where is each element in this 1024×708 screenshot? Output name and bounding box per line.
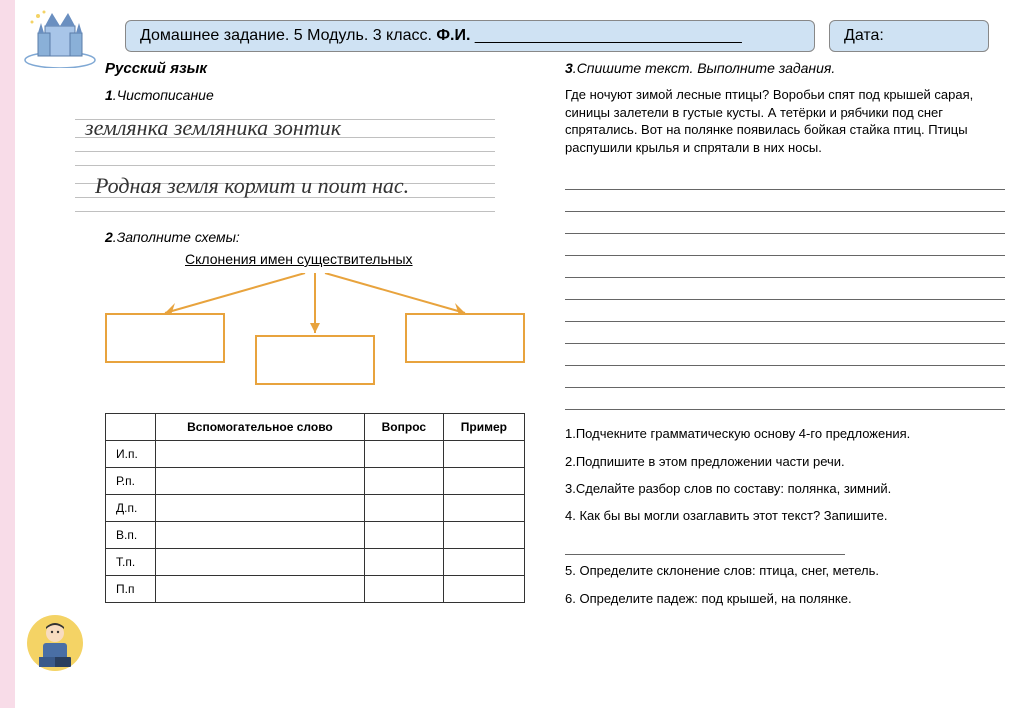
case-label: В.п. — [106, 522, 156, 549]
table-row: И.п. — [106, 441, 525, 468]
cell[interactable] — [156, 576, 365, 603]
cell[interactable] — [364, 549, 443, 576]
task2-label: 2.Заполните схемы: — [105, 229, 545, 245]
write-line[interactable] — [565, 234, 1005, 256]
right-column: 3.Спишите текст. Выполните задания. Где … — [565, 60, 1005, 614]
castle-icon — [20, 8, 100, 68]
cell[interactable] — [156, 549, 365, 576]
write-line[interactable] — [565, 300, 1005, 322]
subtask: 3.Сделайте разбор слов по составу: полян… — [565, 477, 1005, 500]
table-row: Д.п. — [106, 495, 525, 522]
cases-tbody: И.п.Р.п.Д.п.В.п.Т.п.П.п — [106, 441, 525, 603]
case-label: Т.п. — [106, 549, 156, 576]
cell[interactable] — [443, 576, 524, 603]
write-line[interactable] — [565, 388, 1005, 410]
task3-num: 3 — [565, 60, 573, 76]
date-label: Дата: — [844, 27, 884, 44]
task3-label: Спишите текст. Выполните задания. — [577, 60, 836, 76]
cell[interactable] — [364, 522, 443, 549]
scheme-box-3[interactable] — [405, 313, 525, 363]
cell[interactable] — [156, 522, 365, 549]
scheme-diagram — [105, 273, 535, 403]
task3-title: 3.Спишите текст. Выполните задания. — [565, 60, 1005, 76]
write-line[interactable] — [565, 212, 1005, 234]
cell[interactable] — [364, 576, 443, 603]
task2-num: 2 — [105, 229, 113, 245]
scheme-title: Склонения имен существительных — [185, 251, 545, 267]
case-label: Р.п. — [106, 468, 156, 495]
subject-title: Русский язык — [105, 60, 545, 77]
fi-label: Ф.И. — [436, 27, 470, 44]
answer-line[interactable] — [565, 554, 845, 555]
write-line[interactable] — [565, 366, 1005, 388]
th-2: Вопрос — [364, 414, 443, 441]
table-row: П.п — [106, 576, 525, 603]
student-icon — [25, 613, 85, 678]
write-lines — [565, 168, 1005, 410]
cell[interactable] — [156, 468, 365, 495]
subtask: 4. Как бы вы могли озаглавить этот текст… — [565, 504, 1005, 527]
subtask: 2.Подпишите в этом предложении части реч… — [565, 450, 1005, 473]
header-row: Домашнее задание. 5 Модуль. 3 класс. Ф.И… — [125, 20, 989, 52]
th-0 — [106, 414, 156, 441]
table-row: В.п. — [106, 522, 525, 549]
cell[interactable] — [443, 549, 524, 576]
cell[interactable] — [364, 441, 443, 468]
subtask: 5. Определите склонение слов: птица, сне… — [565, 559, 1005, 582]
scheme-box-2[interactable] — [255, 335, 375, 385]
handwriting-block: землянка земляника зонтик Родная земля к… — [75, 109, 495, 219]
write-line[interactable] — [565, 190, 1005, 212]
write-line[interactable] — [565, 322, 1005, 344]
task1-label: 1.Чистописание — [105, 87, 545, 103]
write-line[interactable] — [565, 256, 1005, 278]
cell[interactable] — [156, 441, 365, 468]
fi-blank: ______________________________ — [475, 27, 742, 44]
cell[interactable] — [443, 495, 524, 522]
subtask: 1.Подчекните грамматическую основу 4-го … — [565, 422, 1005, 445]
handwriting-line1: землянка земляника зонтик — [85, 115, 341, 141]
cell[interactable] — [443, 468, 524, 495]
table-row: Р.п. — [106, 468, 525, 495]
th-1: Вспомогательное слово — [156, 414, 365, 441]
cell[interactable] — [364, 495, 443, 522]
case-label: П.п — [106, 576, 156, 603]
write-line[interactable] — [565, 168, 1005, 190]
th-3: Пример — [443, 414, 524, 441]
task2-text: Заполните схемы: — [117, 229, 240, 245]
cases-table: Вспомогательное слово Вопрос Пример И.п.… — [105, 413, 525, 603]
subtasks: 1.Подчекните грамматическую основу 4-го … — [565, 422, 1005, 610]
content: Русский язык 1.Чистописание землянка зем… — [105, 60, 1005, 614]
cell[interactable] — [443, 522, 524, 549]
handwriting-line2: Родная земля кормит и поит нас. — [95, 173, 409, 199]
subtask: 6. Определите падеж: под крышей, на поля… — [565, 587, 1005, 610]
cell[interactable] — [443, 441, 524, 468]
table-row: Т.п. — [106, 549, 525, 576]
task1-text: Чистописание — [117, 87, 214, 103]
left-stripe — [0, 0, 15, 708]
left-column: Русский язык 1.Чистописание землянка зем… — [105, 60, 545, 614]
task1-num: 1 — [105, 87, 113, 103]
title-text: Домашнее задание. 5 Модуль. 3 класс. — [140, 27, 436, 44]
date-box: Дата: — [829, 20, 989, 52]
case-label: Д.п. — [106, 495, 156, 522]
scheme-box-1[interactable] — [105, 313, 225, 363]
cell[interactable] — [364, 468, 443, 495]
task3-text: Где ночуют зимой лесные птицы? Воробьи с… — [565, 86, 1005, 156]
case-label: И.п. — [106, 441, 156, 468]
write-line[interactable] — [565, 344, 1005, 366]
write-line[interactable] — [565, 278, 1005, 300]
title-box: Домашнее задание. 5 Модуль. 3 класс. Ф.И… — [125, 20, 815, 52]
cell[interactable] — [156, 495, 365, 522]
